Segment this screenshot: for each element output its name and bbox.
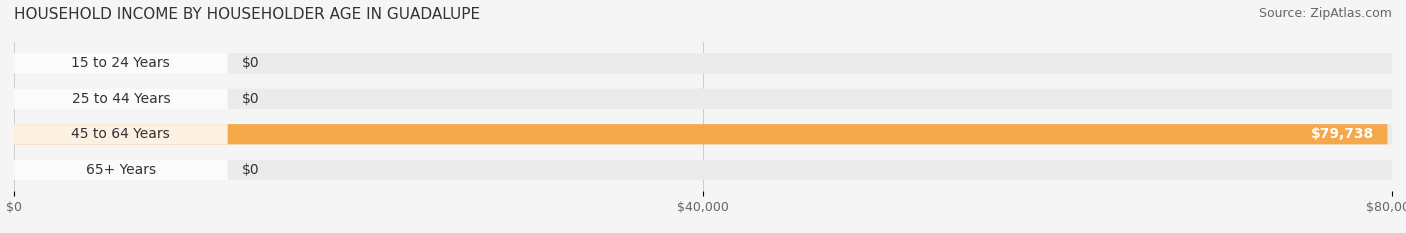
FancyBboxPatch shape <box>14 53 228 73</box>
Text: 25 to 44 Years: 25 to 44 Years <box>72 92 170 106</box>
FancyBboxPatch shape <box>14 89 228 109</box>
Text: $0: $0 <box>242 92 259 106</box>
FancyBboxPatch shape <box>14 53 1392 73</box>
Text: $0: $0 <box>242 163 259 177</box>
Text: HOUSEHOLD INCOME BY HOUSEHOLDER AGE IN GUADALUPE: HOUSEHOLD INCOME BY HOUSEHOLDER AGE IN G… <box>14 7 481 22</box>
Text: Source: ZipAtlas.com: Source: ZipAtlas.com <box>1258 7 1392 20</box>
Text: 65+ Years: 65+ Years <box>86 163 156 177</box>
FancyBboxPatch shape <box>14 160 228 180</box>
FancyBboxPatch shape <box>14 124 1392 144</box>
FancyBboxPatch shape <box>14 160 1392 180</box>
Text: 15 to 24 Years: 15 to 24 Years <box>72 56 170 70</box>
Text: 45 to 64 Years: 45 to 64 Years <box>72 127 170 141</box>
Text: $79,738: $79,738 <box>1310 127 1374 141</box>
FancyBboxPatch shape <box>14 124 1388 144</box>
FancyBboxPatch shape <box>14 89 1392 109</box>
Text: $0: $0 <box>242 56 259 70</box>
FancyBboxPatch shape <box>14 124 228 144</box>
